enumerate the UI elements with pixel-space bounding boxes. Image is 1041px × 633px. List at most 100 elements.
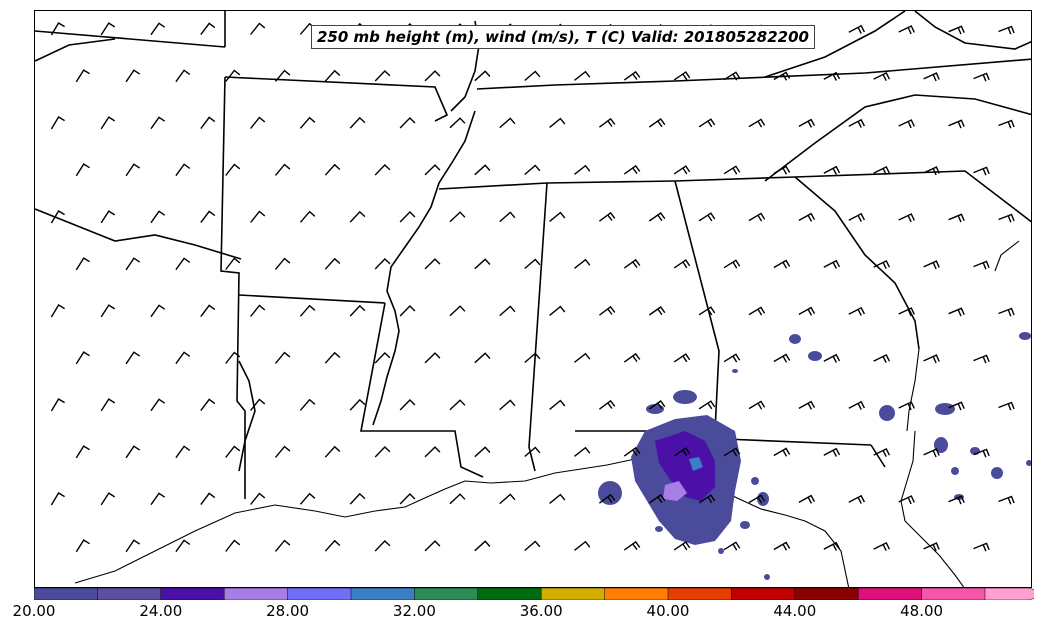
wind-barb: [923, 72, 940, 82]
wind-barb: [499, 117, 516, 129]
wind-barb: [225, 257, 241, 270]
wind-barb: [673, 541, 691, 551]
wind-barb: [698, 400, 716, 410]
wind-barb: [673, 165, 691, 175]
wind-barb: [549, 493, 566, 504]
wind-barb: [524, 446, 541, 458]
colorbar-tick-label: 20.00: [12, 602, 56, 620]
wind-barb: [698, 306, 716, 316]
colorbar-tick-label: 40.00: [646, 602, 690, 620]
map-panel: 250 mb height (m), wind (m/s), T (C) Val…: [34, 10, 1032, 588]
wind-barb: [673, 71, 691, 81]
wind-barb: [574, 258, 591, 269]
wind-barb: [50, 398, 65, 412]
temperature-shading: [598, 332, 1031, 580]
map-canvas: [35, 11, 1031, 587]
wind-barb: [225, 445, 241, 458]
wind-barb: [873, 541, 891, 552]
wind-barb: [973, 260, 990, 270]
wind-barb: [873, 353, 891, 364]
wind-barb: [623, 446, 641, 457]
wind-barb: [175, 351, 191, 365]
wind-barb: [998, 495, 1015, 505]
wind-barb: [773, 71, 791, 81]
wind-barb: [723, 353, 741, 363]
wind-barb: [848, 118, 866, 128]
wind-barb: [898, 25, 915, 35]
wind-barb: [898, 495, 915, 505]
wind-barb: [399, 399, 416, 411]
wind-barb: [798, 306, 816, 316]
wind-barb: [748, 494, 766, 504]
wind-barb: [200, 398, 216, 412]
wind-barb: [424, 70, 441, 82]
wind-barb: [648, 212, 666, 222]
wind-barb: [299, 398, 316, 411]
wind-barb: [648, 306, 666, 316]
wind-barb: [75, 163, 90, 177]
colorbar-tick-label: 28.00: [266, 602, 310, 620]
colorbar-segment: [984, 588, 1034, 600]
wind-barb: [998, 213, 1015, 223]
wind-barb: [125, 257, 141, 271]
wind-barb: [923, 542, 940, 552]
wind-barb: [973, 448, 990, 458]
wind-barb: [923, 354, 940, 364]
wind-barb: [200, 304, 216, 318]
wind-barb: [998, 25, 1015, 35]
wind-barb: [175, 539, 191, 553]
wind-barb: [923, 166, 940, 176]
wind-barb: [648, 400, 666, 410]
colorbar-segment: [540, 588, 606, 600]
wind-barb: [374, 446, 391, 458]
wind-barb: [823, 353, 841, 363]
wind-barb: [549, 305, 566, 316]
wind-barb: [374, 164, 391, 176]
wind-barb: [598, 305, 616, 316]
wind-barb: [773, 541, 791, 551]
colorbar-segment: [223, 588, 289, 600]
wind-barb: [623, 540, 641, 551]
wind-barb: [973, 542, 990, 552]
wind-barb: [274, 163, 291, 176]
wind-barb: [299, 492, 316, 505]
colorbar-segment: [97, 588, 162, 600]
wind-barb: [798, 400, 816, 410]
wind-barb: [324, 163, 341, 176]
wind-barb: [75, 257, 90, 271]
wind-barb: [549, 211, 566, 222]
shade-region-warm: [663, 481, 687, 501]
wind-barb: [399, 211, 416, 223]
wind-barb: [50, 116, 65, 130]
wind-barb: [923, 260, 940, 270]
wind-barb: [200, 210, 216, 224]
wind-barb: [225, 163, 241, 176]
wind-barb: [798, 212, 816, 222]
wind-barb: [823, 71, 841, 81]
wind-barb: [100, 398, 116, 412]
wind-barb: [424, 352, 441, 364]
wind-barb: [274, 69, 291, 82]
wind-barb: [598, 493, 616, 504]
wind-barb: [798, 118, 816, 128]
wind-barb: [399, 117, 416, 129]
wind-barb: [424, 540, 441, 552]
wind-barb: [125, 163, 141, 177]
wind-barb: [673, 259, 691, 269]
wind-barb: [623, 352, 641, 363]
wind-barb: [574, 164, 591, 175]
wind-barb: [125, 445, 141, 459]
wind-barb: [524, 258, 541, 270]
wind-barb: [374, 540, 391, 552]
wind-barb: [798, 494, 816, 504]
colorbar-tick-label: 24.00: [139, 602, 183, 620]
wind-barb: [125, 69, 141, 83]
wind-barb: [748, 400, 766, 410]
wind-barb: [150, 492, 166, 506]
wind-barb: [948, 495, 965, 505]
wind-barb: [499, 305, 516, 317]
wind-barb: [175, 163, 191, 177]
colorbar-segment: [857, 588, 923, 600]
wind-barb: [324, 445, 341, 458]
wind-barb: [598, 117, 616, 128]
